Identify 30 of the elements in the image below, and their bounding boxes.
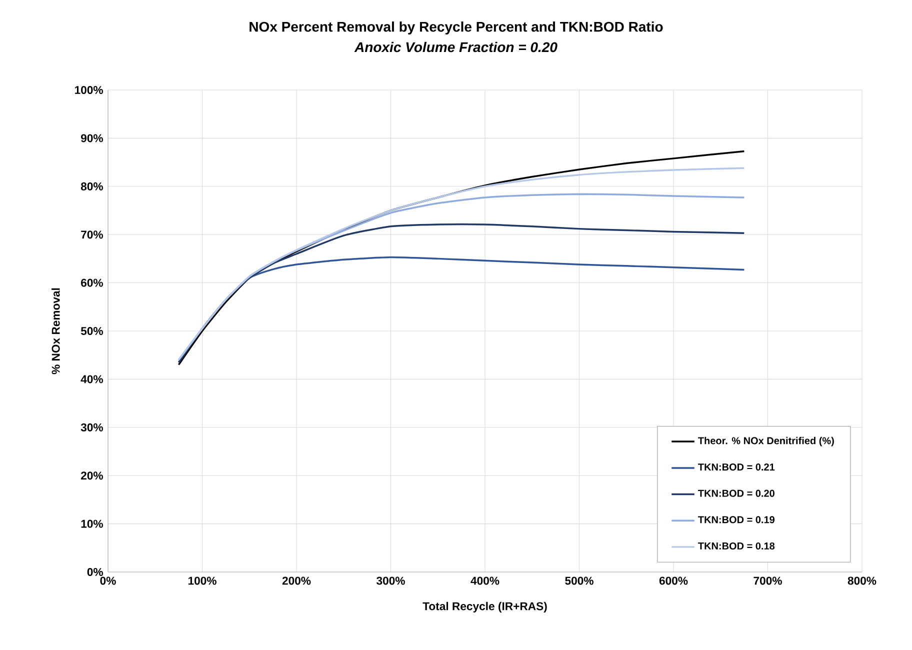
x-tick-label: 800% — [848, 576, 876, 585]
x-tick-label: 700% — [754, 576, 782, 585]
legend-label: TKN:BOD = 0.21 — [698, 463, 775, 471]
y-tick-label: 10% — [81, 520, 103, 528]
x-tick-label: 200% — [282, 576, 311, 585]
x-tick-label: 100% — [188, 576, 216, 585]
x-tick-label: 500% — [565, 576, 594, 585]
legend-label: Theor. % NOx Denitrified (%) — [698, 436, 834, 446]
x-tick-label: 600% — [659, 576, 688, 585]
y-tick-label: 70% — [81, 230, 103, 239]
line-series — [178, 223, 746, 364]
x-tick-label: 0% — [100, 576, 116, 585]
y-tick-label: 0% — [87, 568, 103, 576]
x-axis-title: Total Recycle (IR+RAS) — [422, 602, 547, 612]
chart-title: NOx Percent Removal by Recycle Percent and TKN:BOD Ratio — [250, 21, 663, 35]
legend-label: TKN:BOD = 0.19 — [698, 516, 774, 524]
y-tick-label: 50% — [80, 326, 103, 336]
y-tick-label: 30% — [80, 423, 103, 432]
y-tick-label: 100% — [75, 86, 103, 94]
x-tick-label: 300% — [376, 576, 405, 585]
y-tick-label: 90% — [81, 134, 103, 142]
chart-subtitle: Anoxic Volume Fraction = 0.20 — [354, 42, 558, 52]
legend-label: TKN:BOD = 0.20 — [698, 490, 774, 497]
legend-label: TKN:BOD = 0.18 — [698, 542, 775, 550]
y-axis-title: % NOx Removal — [51, 288, 60, 374]
y-tick-label: 60% — [81, 278, 103, 287]
x-tick-label: 400% — [470, 576, 500, 585]
y-tick-label: 20% — [81, 472, 103, 480]
y-tick-label: 80% — [80, 182, 103, 190]
y-tick-label: 40% — [80, 375, 103, 384]
